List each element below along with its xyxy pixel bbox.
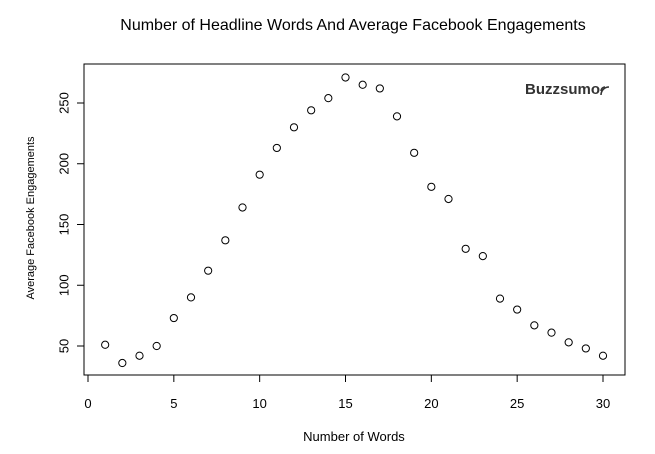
data-point [255, 170, 264, 179]
chart-title: Number of Headline Words And Average Fac… [120, 17, 585, 34]
data-point [186, 293, 196, 302]
y-tick-label: 150 [57, 214, 72, 236]
data-point [427, 182, 436, 191]
x-axis-label: Number of Words [303, 429, 405, 444]
data-point [547, 328, 556, 337]
signal-waves-icon [600, 86, 610, 96]
x-tick-label: 15 [338, 396, 352, 411]
x-tick-label: 30 [596, 396, 610, 411]
y-tick-label: 50 [57, 339, 72, 353]
data-point [375, 84, 384, 93]
y-axis-label: Average Facebook Engagements [25, 136, 37, 300]
x-tick-label: 25 [510, 396, 524, 411]
data-point [204, 266, 213, 275]
x-tick-label: 20 [424, 396, 438, 411]
data-point [461, 244, 470, 253]
data-point [564, 338, 573, 347]
data-point [444, 194, 453, 204]
x-tick-label: 10 [252, 396, 266, 411]
data-point [324, 94, 333, 103]
data-point [341, 73, 350, 82]
data-point [152, 341, 161, 351]
plot-frame [83, 63, 626, 376]
logo-text: Buzzsumo [525, 81, 600, 98]
data-point [118, 358, 127, 368]
y-tick-label: 200 [57, 153, 72, 175]
x-axis: 0 5 10 15 20 25 30 [84, 375, 610, 411]
data-point [530, 321, 539, 330]
data-point [101, 340, 110, 349]
data-point [238, 203, 247, 212]
data-point [392, 112, 402, 121]
data-point [513, 305, 522, 314]
data-point [410, 148, 419, 157]
data-point [598, 351, 608, 360]
data-point [135, 351, 144, 360]
x-tick-label: 0 [84, 396, 91, 411]
data-point [289, 123, 299, 132]
data-points [101, 73, 608, 368]
data-point [221, 236, 230, 245]
data-point [495, 294, 505, 303]
data-point [272, 143, 281, 153]
y-axis: 50 100 150 200 250 [57, 92, 84, 353]
data-point [169, 313, 178, 323]
data-point [581, 344, 590, 353]
data-point [358, 80, 367, 89]
data-point [478, 251, 487, 261]
y-tick-label: 250 [57, 92, 72, 114]
data-point [307, 106, 316, 115]
x-tick-label: 5 [170, 396, 177, 411]
y-tick-label: 100 [57, 274, 72, 296]
buzzsumo-logo: Buzzsumo [525, 81, 610, 98]
